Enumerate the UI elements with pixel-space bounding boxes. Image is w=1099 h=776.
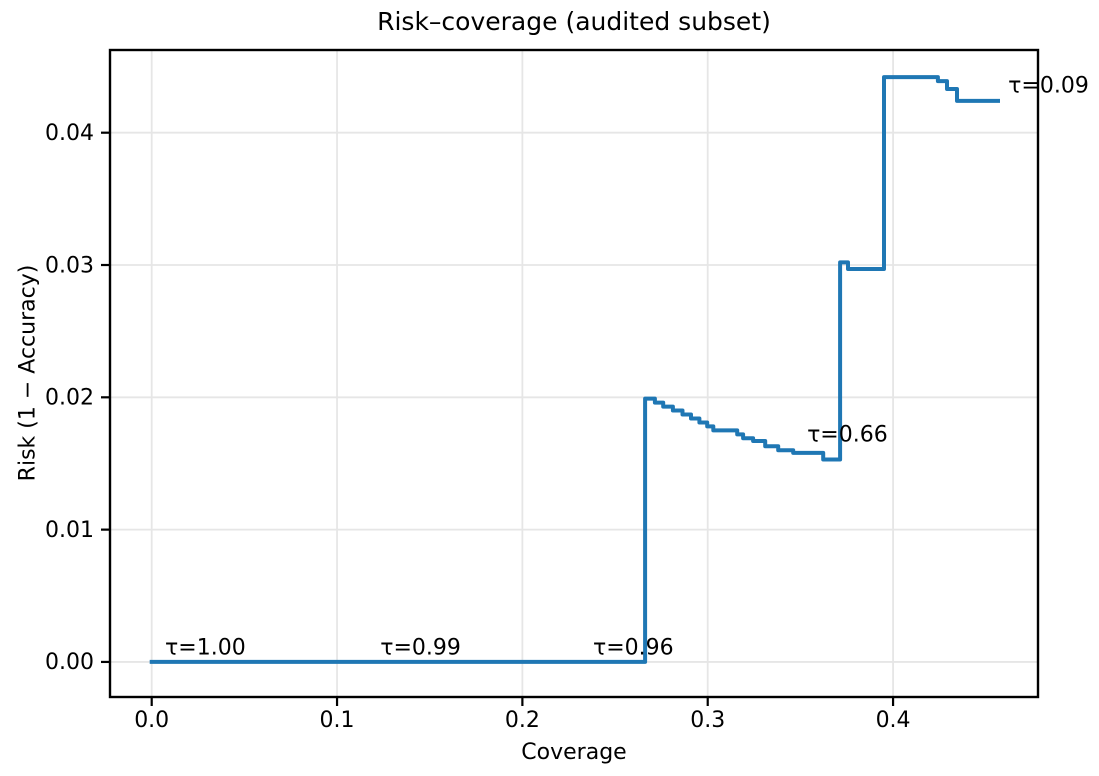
tau-annotation: τ=1.00 xyxy=(165,636,246,661)
tau-annotation: τ=0.66 xyxy=(807,423,888,448)
x-axis-label: Coverage xyxy=(521,740,627,765)
y-tick-label: 0.03 xyxy=(45,253,94,278)
x-tick-label: 0.4 xyxy=(876,708,911,733)
tau-annotation: τ=0.09 xyxy=(1008,73,1089,98)
y-tick-label: 0.04 xyxy=(45,121,94,146)
y-tick-label: 0.01 xyxy=(45,518,94,543)
risk-coverage-step-line xyxy=(149,75,1000,664)
tau-annotation: τ=0.96 xyxy=(593,636,674,661)
x-tick-label: 0.0 xyxy=(134,708,169,733)
axes-spines xyxy=(108,48,1040,699)
x-tick-label: 0.3 xyxy=(690,708,725,733)
x-tick-label: 0.2 xyxy=(505,708,540,733)
y-tick-label: 0.02 xyxy=(45,386,94,411)
x-tick-label: 0.1 xyxy=(320,708,355,733)
tau-annotation: τ=0.99 xyxy=(380,636,461,661)
y-tick-label: 0.00 xyxy=(45,650,94,675)
chart-title: Risk–coverage (audited subset) xyxy=(377,7,771,36)
